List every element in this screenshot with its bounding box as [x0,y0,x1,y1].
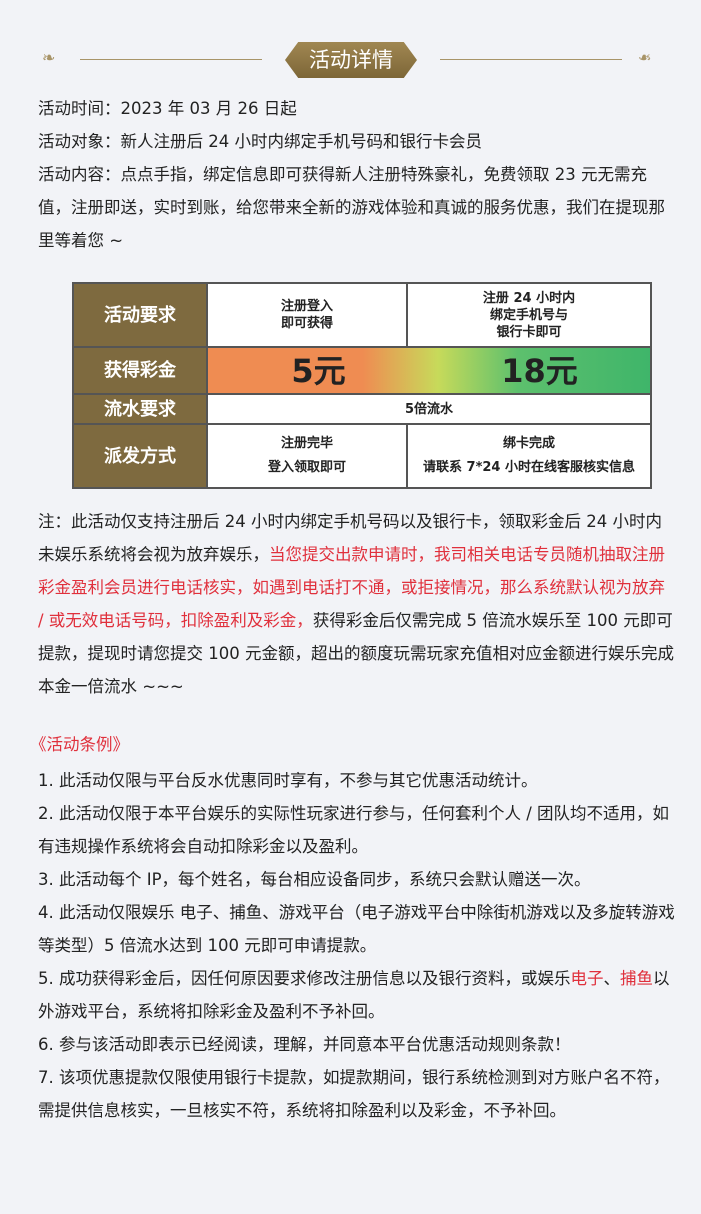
note-text: 注：此活动仅支持注册后 24 小时内绑定手机号码以及银行卡，领取彩金后 24 小… [38,512,662,564]
note-warning: 当您提交出款申请时，我司相关电话专员随机抽取注册彩金盈利会员进行电话核实，如遇到… [38,545,665,630]
activity-target: 活动对象：新人注册后 24 小时内绑定手机号码和银行卡会员 [38,132,482,151]
rule-text: 、 [603,969,621,988]
rule-5: 5. 成功获得彩金后，因任何原因要求修改注册信息以及银行资料，或娱乐电子、捕鱼以… [38,962,678,1028]
rule-1: 1. 此活动仅限与平台反水优惠同时享有，不参与其它优惠活动统计。 [38,771,538,790]
rule-2: 2. 此活动仅限于本平台娱乐的实际性玩家进行参与，任何套利个人 / 团队均不适用… [38,804,670,856]
rule-3: 3. 此活动每个 IP，每个姓名，每台相应设备同步，系统只会默认赠送一次。 [38,870,591,889]
row-label: 活动要求 [72,282,208,348]
note: 注：此活动仅支持注册后 24 小时内绑定手机号码以及银行卡，领取彩金后 24 小… [38,505,674,703]
activity-content: 活动内容：点点手指，绑定信息即可获得新人注册特殊豪礼，免费领取 23 元无需充值… [38,165,665,250]
rule-7: 7. 该项优惠提款仅限使用银行卡提款，如提款期间，银行系统检测到对方账户名不符，… [38,1068,670,1120]
reward-table: 活动要求 注册登入 即可获得 注册 24 小时内 绑定手机号与 银行卡即可 获得彩金… [72,282,652,489]
row-label: 获得彩金 [72,346,208,395]
row-label: 派发方式 [72,423,208,489]
ornament-icon: ❧ [638,48,652,67]
divider [80,59,262,60]
ornament-icon: ❧ [42,48,56,67]
reward-18: 18元 [501,351,578,390]
section-header: ❧ 活动详情 ❧ [0,38,701,82]
rule-6: 6. 参与该活动即表示已经阅读，理解，并同意本平台优惠活动规则条款！ [38,1035,571,1054]
reward-5: 5元 [291,351,346,390]
activity-time: 活动时间：2023 年 03 月 26 日起 [38,99,297,118]
note-text: 获得彩金后仅需完成 5 倍流水娱乐至 100 元即可提款，提现时请您提交 100… [38,611,674,696]
cell: 注册登入 即可获得 [206,282,408,348]
rule-4: 4. 此活动仅限娱乐 电子、捕鱼、游戏平台（电子游戏平台中除街机游戏以及多旋转游… [38,903,675,955]
cell: 注册完毕 登入领取即可 [206,423,408,489]
rule-text: 以外游戏平台，系统将扣除彩金及盈利不予补回。 [38,969,670,1021]
cell: 绑卡完成 请联系 7*24 小时在线客服核实信息 [406,423,652,489]
section-title: 活动详情 [285,42,417,78]
cell: 5倍流水 [206,393,652,425]
rules-title: 《活动条例》 [30,735,129,754]
divider [440,59,622,60]
cell: 注册 24 小时内 绑定手机号与 银行卡即可 [406,282,652,348]
rule-highlight: 电子 [570,969,604,988]
rule-highlight: 捕鱼 [620,969,653,988]
reward-cell: 5元 18元 [206,346,652,395]
rule-text: 5. 成功获得彩金后，因任何原因要求修改注册信息以及银行资料，或娱乐 [38,969,571,988]
row-label: 流水要求 [72,393,208,425]
